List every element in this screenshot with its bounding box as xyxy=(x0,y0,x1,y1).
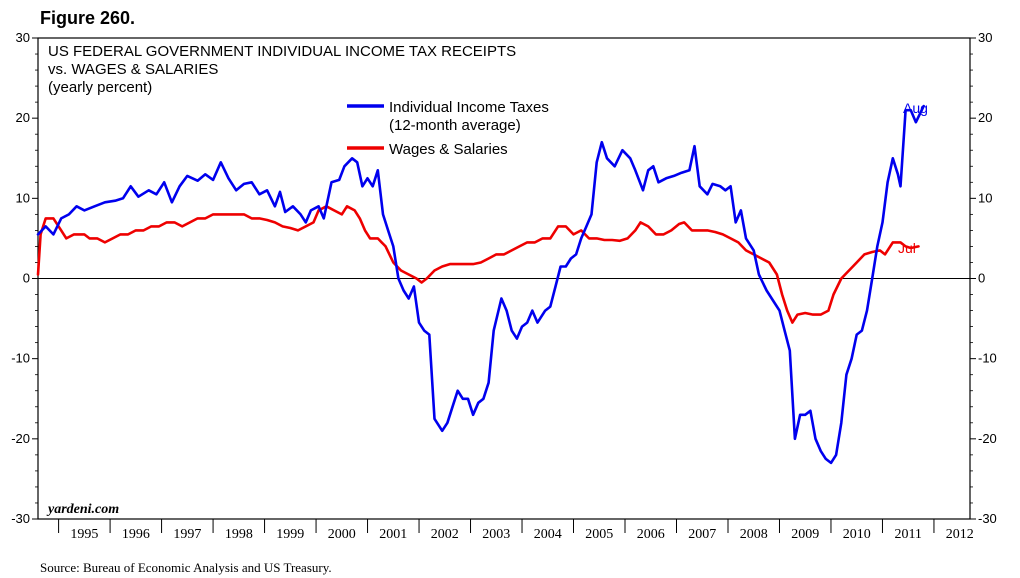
x-tick-label: 2011 xyxy=(894,527,921,542)
legend-label-taxes: Individual Income Taxes xyxy=(389,99,549,116)
figure-label: Figure 260. xyxy=(40,8,136,28)
x-tick-label: 2008 xyxy=(740,527,768,542)
legend: Individual Income Taxes (12-month averag… xyxy=(347,99,549,158)
y-tick-label-right: 10 xyxy=(978,190,992,205)
x-tick-label: 2010 xyxy=(843,527,871,542)
y-tick-label-right: -10 xyxy=(978,351,997,366)
x-tick-label: 2009 xyxy=(791,527,819,542)
x-tick-label: 1999 xyxy=(276,527,304,542)
y-tick-label-left: -10 xyxy=(11,351,30,366)
x-tick-label: 2004 xyxy=(534,527,562,542)
x-tick-label: 2006 xyxy=(637,527,665,542)
x-tick-label: 2012 xyxy=(946,527,974,542)
chart-title-line-1: US FEDERAL GOVERNMENT INDIVIDUAL INCOME … xyxy=(48,43,516,60)
legend-label-wages: Wages & Salaries xyxy=(389,141,508,158)
chart-title-line-3: (yearly percent) xyxy=(48,79,152,96)
y-tick-label-right: 30 xyxy=(978,30,992,45)
x-axis: 1995 1996 1997 1998 1999 2000 2001 2002 2003 2004… xyxy=(58,519,974,542)
x-tick-label: 2002 xyxy=(431,527,459,542)
y-tick-label-right: -20 xyxy=(978,431,997,446)
y-axis-right: -30 -20 -10 0 10 20 30 xyxy=(970,30,997,526)
x-tick-label: 2007 xyxy=(688,527,716,542)
y-tick-label-right: 0 xyxy=(978,271,985,286)
end-label-wages: Jul xyxy=(898,240,916,256)
x-tick-label: 2000 xyxy=(328,527,356,542)
series-layer xyxy=(36,104,925,465)
source-note: Source: Bureau of Economic Analysis and … xyxy=(40,560,332,575)
x-tick-label: 1995 xyxy=(70,527,98,542)
x-tick-label: 1997 xyxy=(173,527,201,542)
x-tick-label: 2003 xyxy=(482,527,510,542)
x-tick-label: 2005 xyxy=(585,527,613,542)
x-tick-label: 1998 xyxy=(225,527,253,542)
x-tick-label: 1996 xyxy=(122,527,150,542)
credit-label: yardeni.com xyxy=(46,502,119,517)
x-tick-label: 2001 xyxy=(379,527,407,542)
y-tick-label-left: -30 xyxy=(11,511,30,526)
y-tick-label-right: -30 xyxy=(978,511,997,526)
chart-title-line-2: vs. WAGES & SALARIES xyxy=(48,61,218,78)
series-line-taxes xyxy=(36,104,925,465)
y-tick-label-left: -20 xyxy=(11,431,30,446)
y-axis-left: -30 -20 -10 0 10 20 30 xyxy=(11,30,38,526)
y-tick-label-left: 10 xyxy=(16,190,30,205)
legend-label-taxes-sub: (12-month average) xyxy=(389,117,521,134)
y-tick-label-left: 30 xyxy=(16,30,30,45)
series-line-wages xyxy=(36,205,920,324)
end-label-taxes: Aug xyxy=(903,100,928,116)
y-tick-label-right: 20 xyxy=(978,110,992,125)
y-tick-label-left: 0 xyxy=(23,271,30,286)
y-tick-label-left: 20 xyxy=(16,110,30,125)
